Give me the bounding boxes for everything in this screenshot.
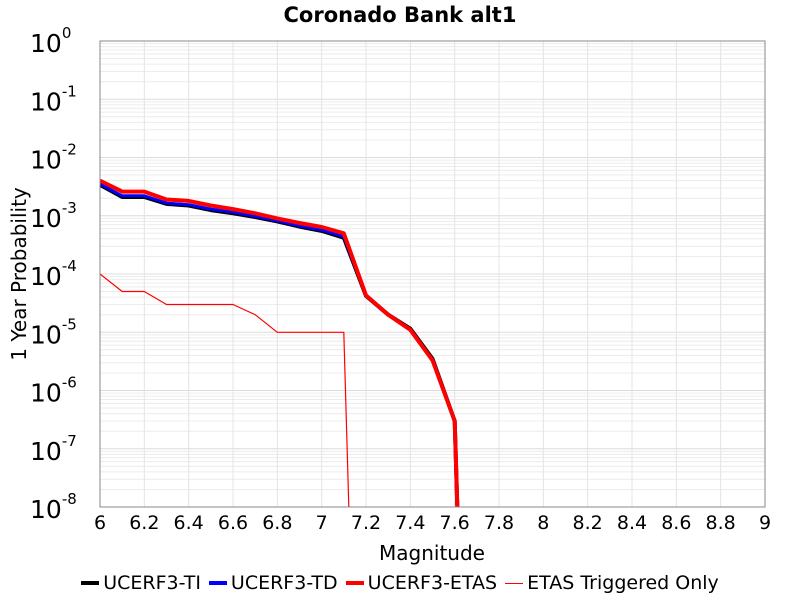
y-tick-label: 10-4	[30, 257, 77, 291]
y-tick-label: 10-7	[30, 432, 77, 466]
y-tick-label: 10-5	[30, 315, 77, 349]
y-tick-label: 100	[30, 24, 71, 58]
x-tick-label: 6.2	[129, 512, 159, 534]
x-tick-label: 8.4	[617, 512, 647, 534]
chart-title: Coronado Bank alt1	[284, 3, 517, 27]
y-tick-label: 10-1	[30, 82, 77, 116]
legend-item-td: UCERF3-TD	[208, 572, 338, 594]
series-line-etas-triggered-only	[100, 273, 350, 507]
x-tick-label: 8.2	[573, 512, 603, 534]
legend-swatch	[505, 582, 524, 584]
x-tick-label: 6.6	[218, 512, 248, 534]
legend-label: UCERF3-TD	[230, 572, 338, 594]
legend-item-ti: UCERF3-TI	[81, 572, 201, 594]
y-tick-label: 10-3	[30, 199, 77, 233]
legend-label: UCERF3-TI	[103, 572, 201, 594]
x-tick-label: 7.8	[484, 512, 514, 534]
y-tick-label: 10-8	[30, 490, 77, 524]
x-tick-label: 6.8	[262, 512, 292, 534]
x-tick-label: 7.4	[395, 512, 425, 534]
x-tick-label: 7.2	[351, 512, 381, 534]
x-tick-label: 8.6	[661, 512, 691, 534]
legend: UCERF3-TI UCERF3-TD UCERF3-ETAS ETAS Tri…	[0, 572, 800, 594]
y-tick-label: 10-6	[30, 374, 77, 408]
legend-item-triggered: ETAS Triggered Only	[505, 572, 719, 594]
y-tick-label: 10-2	[30, 141, 77, 175]
legend-label: ETAS Triggered Only	[527, 572, 719, 594]
x-tick-label: 6	[94, 512, 106, 534]
x-tick-label: 7	[316, 512, 328, 534]
plot-border	[99, 40, 766, 508]
x-tick-label: 8.8	[706, 512, 736, 534]
x-axis-label: Magnitude	[379, 541, 485, 565]
x-tick-label: 6.4	[174, 512, 204, 534]
legend-swatch	[208, 581, 227, 585]
x-tick-label: 8	[537, 512, 549, 534]
series-line-ucerf3-etas	[100, 178, 460, 507]
legend-label: UCERF3-ETAS	[367, 572, 498, 594]
x-tick-label: 9	[759, 512, 771, 534]
legend-swatch	[81, 581, 100, 585]
x-tick-label: 7.6	[440, 512, 470, 534]
legend-item-etas: UCERF3-ETAS	[345, 572, 498, 594]
legend-swatch	[345, 581, 364, 585]
y-axis-label: 1 Year Probability	[7, 187, 31, 361]
